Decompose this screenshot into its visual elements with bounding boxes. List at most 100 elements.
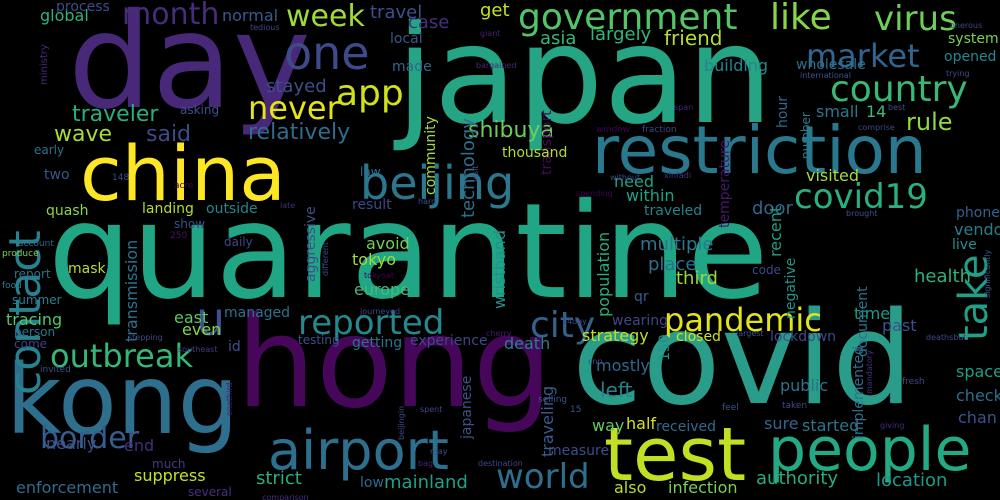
word-local: local [390,31,423,47]
word-two: two [44,167,70,183]
word-brought: brought [846,209,878,218]
word-asking: asking [180,103,220,117]
word-said: said [146,122,192,147]
word-deathsbut: deathsbut [926,333,967,342]
word-id: id [228,339,241,355]
word-qr: qr [634,289,649,305]
word-east: east [174,308,209,327]
word-space: space [956,362,1000,381]
word-result: result [352,197,392,213]
word-quash: quash [46,203,89,219]
word-international: international [800,71,851,80]
word-like: like [770,0,832,38]
word-end: end [124,436,155,455]
word-giving: giving [880,421,905,430]
word-city: city [530,305,596,346]
word-traveler: traveler [72,102,159,127]
word-15: 15 [570,405,582,415]
word-authority: authority [756,468,839,489]
word-day: day [68,0,311,139]
word-month: month [122,0,220,32]
word-tokyo: tokyo [352,250,397,269]
word-mostly: mostly [596,356,650,375]
word-148: 148 [112,173,130,183]
word-border: border [40,421,140,456]
word-thousand: thousand [502,145,568,161]
word-opened: opened [944,49,997,65]
word-onethird: onethird [225,382,234,416]
word-without: without [610,173,641,182]
word-14day: 14day [562,317,587,326]
word-check: check [956,386,1000,405]
word-code: code [752,263,781,277]
word-china: china [80,129,286,218]
word-world: world [496,457,590,497]
word-phone: phone [956,205,1000,221]
word-government: government [518,0,738,38]
word-getting: getting [352,335,403,351]
word-food: food [2,281,22,291]
word-managed: managed [224,305,291,321]
word-150: 150 [657,334,673,361]
word-beijing: beijing [360,156,515,210]
word-comparison: comparison [262,493,309,500]
word-pandemic: pandemic [664,301,822,339]
word-week: week [286,0,365,34]
word-rule: rule [906,108,953,136]
word-measure: measure [548,443,610,459]
word-wholesale: wholesale [796,57,866,73]
word-building: building [704,56,769,75]
word-strategy: strategy [582,326,649,345]
word-bargained: bargained [476,61,517,70]
word-feel: feel [722,403,739,413]
word-visited: visited [806,166,859,185]
word-several: several [188,485,232,499]
word-europe: europe [354,280,410,299]
word-mask: mask [68,261,106,277]
word-need: need [614,172,654,191]
word-destination: destination [478,459,523,468]
word-shibuya: shibuya [468,118,554,143]
word-beijingin: beijingin [397,406,406,441]
word-mainland: mainland [384,472,468,493]
word-avoid: avoid [366,234,410,253]
word-closed: closed [676,329,721,345]
word-significantly: significantly [983,250,992,299]
word-sure: sure [764,414,799,433]
word-test: test [604,412,747,498]
word-covid: covid [572,285,914,434]
word-xinfadi: xinfadi [664,171,692,180]
word-comprise: comprise [858,123,895,132]
word-case: case [408,12,450,33]
word-app: app [336,73,404,114]
word-chan: chan [958,408,997,427]
word-much: much [152,457,186,471]
word-traveled: traveled [644,203,703,219]
word-stepping: stepping [128,333,163,342]
word-left: left [600,378,633,402]
word-tedious: tedious [250,23,280,32]
word-live: live [952,237,977,253]
word-market: market [806,37,920,75]
word-selling: selling [538,395,568,405]
word-door: door [752,198,793,219]
word-past: past [882,316,917,335]
word-spent: spent [420,405,443,414]
word-u: u [196,292,226,346]
word-hard: hard [418,197,437,206]
word-largely: largely [590,24,652,45]
word-half: half [626,414,657,433]
word-show: show [174,217,206,231]
word-testing: testing [298,333,340,347]
word-vendor: vendor [954,220,1000,239]
word-even: even [182,320,222,339]
word-produce: produce [2,249,39,259]
word-way: way [592,416,625,435]
word-normal: normal [222,6,279,25]
word-transmission: transmission [122,240,141,343]
word-third: third [676,268,718,289]
word-taken: taken [782,401,808,411]
word-may: may [430,447,448,456]
word-mandatory: mandatory [865,350,874,394]
